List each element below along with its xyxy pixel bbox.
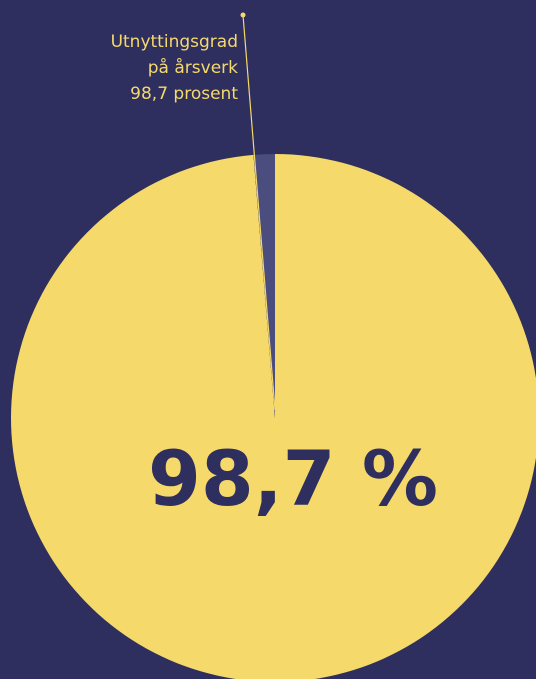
annotation: på årsverk (148, 57, 238, 78)
leader-dot (240, 12, 246, 18)
pie (10, 154, 536, 679)
annotation: Utnyttingsgrad (111, 32, 238, 52)
pie-slice (10, 154, 536, 679)
annotation: 98,7 prosent (130, 84, 238, 104)
leader-line (242, 14, 276, 411)
value-label: 98,7 % (148, 434, 438, 523)
pie-slice (253, 154, 275, 418)
